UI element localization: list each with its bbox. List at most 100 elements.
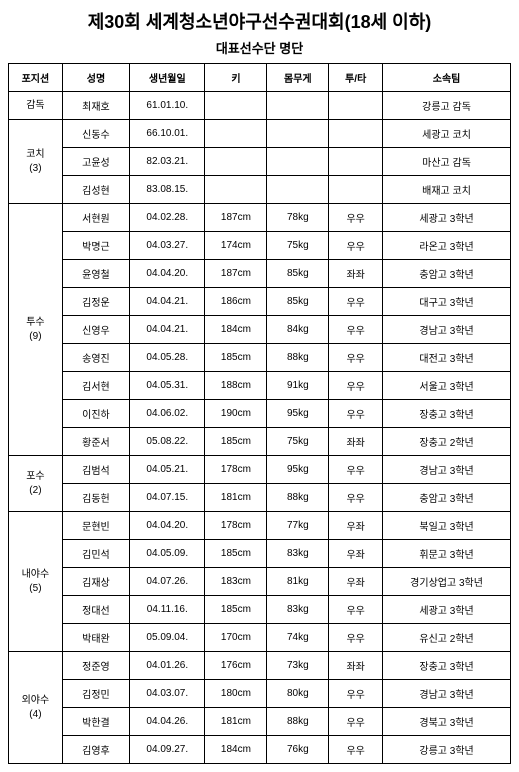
weight-cell: 85kg [267,260,329,288]
bat-throw-cell: 우좌 [329,512,383,540]
table-row: 이진하04.06.02.190cm95kg우우장충고 3학년 [9,400,511,428]
height-cell: 185cm [205,596,267,624]
name-cell: 송영진 [62,344,129,372]
height-cell: 181cm [205,484,267,512]
dob-cell: 05.09.04. [130,624,205,652]
weight-cell [267,148,329,176]
position-cell: 투수(9) [9,204,63,456]
height-cell: 184cm [205,736,267,764]
weight-cell: 85kg [267,288,329,316]
weight-cell: 75kg [267,428,329,456]
name-cell: 김영후 [62,736,129,764]
position-cell: 포수(2) [9,456,63,512]
team-cell: 유신고 2학년 [383,624,511,652]
dob-cell: 04.06.02. [130,400,205,428]
name-cell: 정준영 [62,652,129,680]
height-cell: 174cm [205,232,267,260]
dob-cell: 04.05.31. [130,372,205,400]
bat-throw-cell: 우우 [329,204,383,232]
bat-throw-cell: 좌좌 [329,260,383,288]
dob-cell: 04.05.21. [130,456,205,484]
header-bat-throw: 투/타 [329,64,383,92]
name-cell: 김재상 [62,568,129,596]
height-cell [205,148,267,176]
team-cell: 충암고 3학년 [383,484,511,512]
dob-cell: 04.01.26. [130,652,205,680]
position-cell: 감독 [9,92,63,120]
name-cell: 신동수 [62,120,129,148]
table-body: 감독최재호61.01.10.강릉고 감독코치(3)신동수66.10.01.세광고… [9,92,511,764]
weight-cell: 95kg [267,456,329,484]
table-row: 신영우04.04.21.184cm84kg우우경남고 3학년 [9,316,511,344]
bat-throw-cell: 우우 [329,736,383,764]
table-row: 황준서05.08.22.185cm75kg좌좌장충고 2학년 [9,428,511,456]
team-cell: 장충고 3학년 [383,400,511,428]
weight-cell: 76kg [267,736,329,764]
height-cell: 187cm [205,260,267,288]
name-cell: 박태완 [62,624,129,652]
weight-cell [267,120,329,148]
page-title: 제30회 세계청소년야구선수권대회(18세 이하) [8,8,511,34]
position-cell: 내야수(5) [9,512,63,652]
table-row: 고윤성82.03.21.마산고 감독 [9,148,511,176]
height-cell: 185cm [205,428,267,456]
height-cell: 178cm [205,456,267,484]
header-name: 성명 [62,64,129,92]
height-cell: 180cm [205,680,267,708]
height-cell: 170cm [205,624,267,652]
name-cell: 서현원 [62,204,129,232]
name-cell: 고윤성 [62,148,129,176]
bat-throw-cell: 우우 [329,624,383,652]
height-cell: 184cm [205,316,267,344]
weight-cell: 88kg [267,708,329,736]
table-row: 정대선04.11.16.185cm83kg우우세광고 3학년 [9,596,511,624]
bat-throw-cell [329,148,383,176]
team-cell: 장충고 2학년 [383,428,511,456]
table-row: 김성현83.08.15.배재고 코치 [9,176,511,204]
height-cell: 185cm [205,540,267,568]
bat-throw-cell [329,120,383,148]
dob-cell: 04.03.27. [130,232,205,260]
table-row: 포수(2)김범석04.05.21.178cm95kg우우경남고 3학년 [9,456,511,484]
team-cell: 경남고 3학년 [383,456,511,484]
bat-throw-cell: 우우 [329,372,383,400]
page-subtitle: 대표선수단 명단 [8,38,511,57]
weight-cell [267,176,329,204]
bat-throw-cell [329,176,383,204]
table-row: 김정민04.03.07.180cm80kg우우경남고 3학년 [9,680,511,708]
table-row: 박명근04.03.27.174cm75kg우우라온고 3학년 [9,232,511,260]
team-cell: 대전고 3학년 [383,344,511,372]
weight-cell: 95kg [267,400,329,428]
dob-cell: 05.08.22. [130,428,205,456]
team-cell: 장충고 3학년 [383,652,511,680]
name-cell: 최재호 [62,92,129,120]
table-row: 김서현04.05.31.188cm91kg우우서울고 3학년 [9,372,511,400]
bat-throw-cell: 우우 [329,596,383,624]
height-cell [205,92,267,120]
weight-cell: 88kg [267,344,329,372]
roster-table: 포지션 성명 생년월일 키 몸무게 투/타 소속팀 감독최재호61.01.10.… [8,63,511,764]
dob-cell: 04.04.20. [130,260,205,288]
team-cell: 경북고 3학년 [383,708,511,736]
weight-cell: 91kg [267,372,329,400]
header-dob: 생년월일 [130,64,205,92]
dob-cell: 04.11.16. [130,596,205,624]
bat-throw-cell: 우우 [329,680,383,708]
header-team: 소속팀 [383,64,511,92]
weight-cell: 73kg [267,652,329,680]
weight-cell: 75kg [267,232,329,260]
height-cell: 188cm [205,372,267,400]
weight-cell: 88kg [267,484,329,512]
dob-cell: 04.04.26. [130,708,205,736]
team-cell: 세광고 코치 [383,120,511,148]
table-row: 김재상04.07.26.183cm81kg우좌경기상업고 3학년 [9,568,511,596]
table-row: 윤영철04.04.20.187cm85kg좌좌충암고 3학년 [9,260,511,288]
bat-throw-cell: 좌좌 [329,652,383,680]
dob-cell: 04.09.27. [130,736,205,764]
weight-cell: 83kg [267,596,329,624]
team-cell: 배재고 코치 [383,176,511,204]
team-cell: 경남고 3학년 [383,680,511,708]
name-cell: 정대선 [62,596,129,624]
table-row: 박한결04.04.26.181cm88kg우우경북고 3학년 [9,708,511,736]
name-cell: 신영우 [62,316,129,344]
